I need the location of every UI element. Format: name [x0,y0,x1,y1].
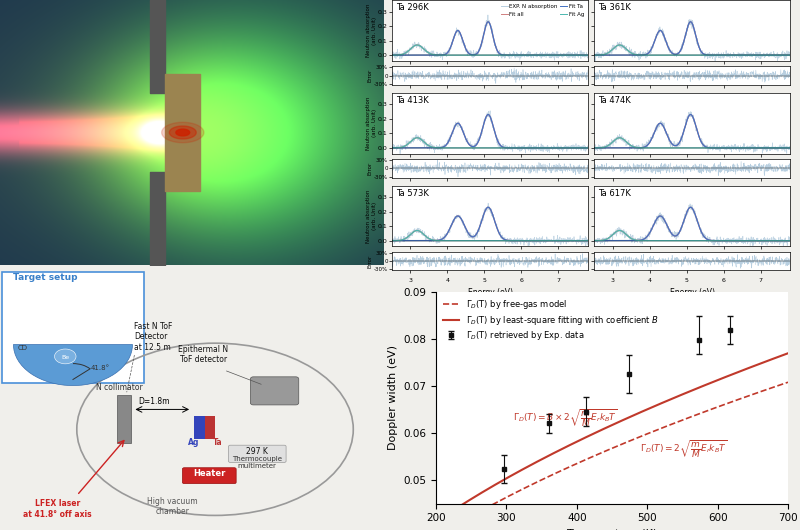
FancyBboxPatch shape [194,416,205,439]
Text: 297 K: 297 K [246,447,268,456]
Y-axis label: Error: Error [367,162,372,175]
Text: Ta: Ta [213,438,222,447]
$\Gamma_D$(T) by least-square fitting with coefficient $B$ [653,402,662,408]
$\Gamma_D$(T) by free-gas model [570,461,580,467]
Y-axis label: Error: Error [367,254,372,268]
Polygon shape [162,122,204,143]
Circle shape [54,349,76,364]
Y-axis label: Neutron absorption
(arb. Unit): Neutron absorption (arb. Unit) [366,189,377,243]
$\Gamma_D$(T) by least-square fitting with coefficient $B$ [686,388,695,394]
Text: Target setup: Target setup [14,272,78,281]
Wedge shape [14,344,133,386]
Polygon shape [170,126,196,139]
Legend: EXP. N absorption, Fit all, Fit Ta, Fit Ag: EXP. N absorption, Fit all, Fit Ta, Fit … [500,3,586,18]
Text: Be: Be [62,355,70,360]
Text: $\mathit{\Gamma_D}(T) = B \times 2\sqrt{\dfrac{m}{M} E_r k_B T}$: $\mathit{\Gamma_D}(T) = B \times 2\sqrt{… [514,408,618,429]
Y-axis label: Neutron absorption
(arb. Unit): Neutron absorption (arb. Unit) [366,96,377,150]
FancyBboxPatch shape [2,271,144,383]
Line: $\Gamma_D$(T) by least-square fitting with coefficient $B$: $\Gamma_D$(T) by least-square fitting wi… [436,354,788,522]
Text: LFEX laser
at 41.8° off axis: LFEX laser at 41.8° off axis [23,499,92,519]
Text: Epithermal N
ToF detector: Epithermal N ToF detector [178,345,229,365]
X-axis label: Energy (eV): Energy (eV) [670,288,715,297]
Text: Ta 296K: Ta 296K [396,3,429,12]
$\Gamma_D$(T) by free-gas model [653,427,662,433]
Text: Ta 413K: Ta 413K [396,96,429,105]
FancyBboxPatch shape [229,445,286,462]
Text: Ta 474K: Ta 474K [598,96,631,105]
Text: CD: CD [18,345,27,351]
$\Gamma_D$(T) by least-square fitting with coefficient $B$ [546,452,555,458]
Text: Thermocouple
multimeter: Thermocouple multimeter [232,456,282,469]
FancyBboxPatch shape [205,416,215,439]
Text: Heater: Heater [193,469,226,478]
Text: Ta 617K: Ta 617K [598,189,631,198]
$\Gamma_D$(T) by free-gas model [686,414,695,420]
$\Gamma_D$(T) by least-square fitting with coefficient $B$ [431,519,441,525]
Y-axis label: Neutron absorption
(arb. Unit): Neutron absorption (arb. Unit) [366,4,377,57]
Legend: $\Gamma_D$(T) by free-gas model, $\Gamma_D$(T) by least-square fitting with coef: $\Gamma_D$(T) by free-gas model, $\Gamma… [440,296,662,344]
FancyBboxPatch shape [182,467,236,483]
$\Gamma_D$(T) by least-square fitting with coefficient $B$ [474,491,483,498]
Text: $\mathit{\Gamma_D}(T) = 2\sqrt{\dfrac{m}{M} E_r k_B T}$: $\mathit{\Gamma_D}(T) = 2\sqrt{\dfrac{m}… [640,438,727,460]
$\Gamma_D$(T) by least-square fitting with coefficient $B$ [570,439,580,446]
Text: High vacuum
chamber: High vacuum chamber [147,497,198,516]
$\Gamma_D$(T) by free-gas model [474,509,483,516]
Y-axis label: Error: Error [367,69,372,82]
$\Gamma_D$(T) by free-gas model [783,379,793,385]
Text: N collimator: N collimator [96,383,142,392]
Text: Ag: Ag [188,438,199,447]
X-axis label: Energy (eV): Energy (eV) [467,288,513,297]
Text: Ta 573K: Ta 573K [396,189,429,198]
FancyBboxPatch shape [117,395,130,443]
Polygon shape [176,129,190,136]
$\Gamma_D$(T) by least-square fitting with coefficient $B$ [783,350,793,357]
FancyBboxPatch shape [250,377,298,405]
Text: N-Moderator: N-Moderator [43,316,87,322]
Line: $\Gamma_D$(T) by free-gas model: $\Gamma_D$(T) by free-gas model [436,382,788,530]
$\Gamma_D$(T) by least-square fitting with coefficient $B$ [687,387,697,394]
Text: Ta 361K: Ta 361K [598,3,631,12]
Text: 41.8°: 41.8° [90,365,110,370]
Text: D=1.8m: D=1.8m [138,397,170,406]
Text: Fast N ToF
Detector
at 12.5 m: Fast N ToF Detector at 12.5 m [134,322,173,352]
$\Gamma_D$(T) by free-gas model [546,472,555,479]
X-axis label: Temperature (K): Temperature (K) [567,529,657,530]
Y-axis label: Doppler width (eV): Doppler width (eV) [388,345,398,450]
$\Gamma_D$(T) by free-gas model [687,413,697,420]
